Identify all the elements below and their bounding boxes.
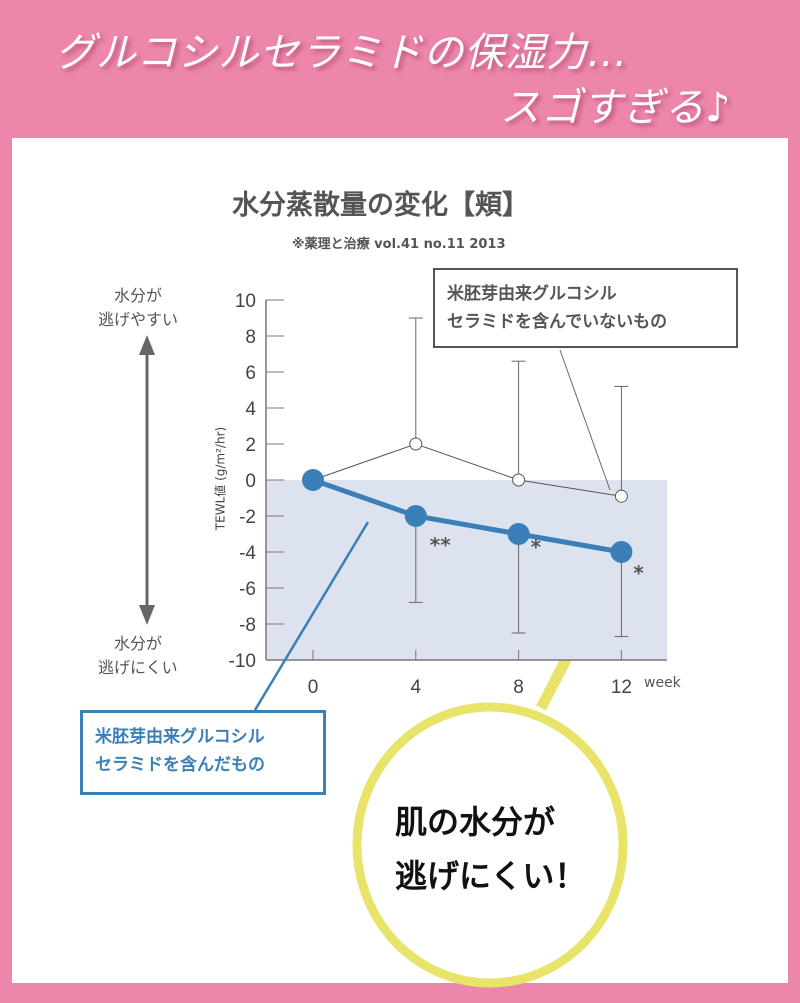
y-tick-label: -10 — [229, 651, 256, 672]
control-point — [409, 437, 423, 451]
y-tick-label: 4 — [245, 399, 256, 420]
arrow-down-icon — [139, 605, 155, 625]
significance-mark: * — [633, 561, 644, 585]
legend-treated-line2: セラミドを含んだもの — [95, 755, 265, 775]
y-tick-label: 6 — [245, 363, 256, 384]
y-tick-label: 8 — [245, 327, 256, 348]
treated-point — [610, 541, 633, 563]
treated-point — [404, 505, 427, 527]
x-axis-label: week — [644, 675, 681, 691]
control-legend-leader — [559, 349, 611, 491]
callout-ellipse — [352, 702, 628, 988]
arrow-up-icon — [139, 335, 155, 355]
x-tick-label: 4 — [411, 677, 422, 698]
shaded-negative-region — [266, 480, 667, 660]
legend-control-line1: 米胚芽由来グルコシル — [447, 284, 617, 304]
control-point — [614, 489, 628, 503]
y-tick-label: -8 — [239, 615, 256, 636]
legend-treated-box: 米胚芽由来グルコシル セラミドを含んだもの — [80, 710, 326, 795]
x-tick-label: 12 — [611, 677, 632, 698]
control-series-line — [312, 443, 622, 497]
legend-control-line2: セラミドを含んでいないもの — [447, 312, 668, 332]
scale-top-1: 水分が — [114, 286, 163, 305]
significance-mark: ** — [430, 533, 451, 557]
y-tick-label: -4 — [239, 543, 256, 564]
significance-mark: * — [531, 535, 542, 559]
y-tick-label: -2 — [239, 507, 256, 528]
x-tick-label: 8 — [513, 677, 524, 698]
legend-control-box: 米胚芽由来グルコシル セラミドを含んでいないもの — [433, 268, 738, 348]
y-tick-label: 10 — [235, 291, 256, 312]
chart-subtitle: ※薬理と治療 vol.41 no.11 2013 — [292, 237, 506, 252]
callout-line2: 逃げにくい！ — [395, 857, 587, 895]
y-axis-label: TEWL値 (g/m²/hr) — [213, 426, 228, 531]
legend-treated-line1: 米胚芽由来グルコシル — [95, 727, 265, 747]
y-tick-label: 2 — [245, 435, 256, 456]
y-tick-label: -6 — [239, 579, 256, 600]
y-tick-label: 0 — [245, 471, 256, 492]
chart-title: 水分蒸散量の変化【頬】 — [232, 190, 529, 221]
treated-series-line — [312, 477, 622, 555]
scale-bottom-2: 逃げにくい — [98, 658, 178, 677]
scale-bottom-1: 水分が — [114, 634, 163, 653]
treated-point — [507, 523, 530, 545]
treated-legend-leader — [253, 521, 370, 711]
treated-point — [302, 469, 324, 491]
headline-line1: グルコシルセラミドの保湿力… — [55, 30, 629, 76]
callout-line1: 肌の水分が — [395, 803, 556, 841]
callout-text: 肌の水分が 逃げにくい！ — [395, 795, 586, 903]
x-tick-label: 0 — [308, 677, 319, 698]
scale-top-2: 逃げやすい — [98, 310, 179, 329]
headline-line2: スゴすぎる♪ — [500, 85, 732, 131]
control-point — [512, 473, 526, 487]
